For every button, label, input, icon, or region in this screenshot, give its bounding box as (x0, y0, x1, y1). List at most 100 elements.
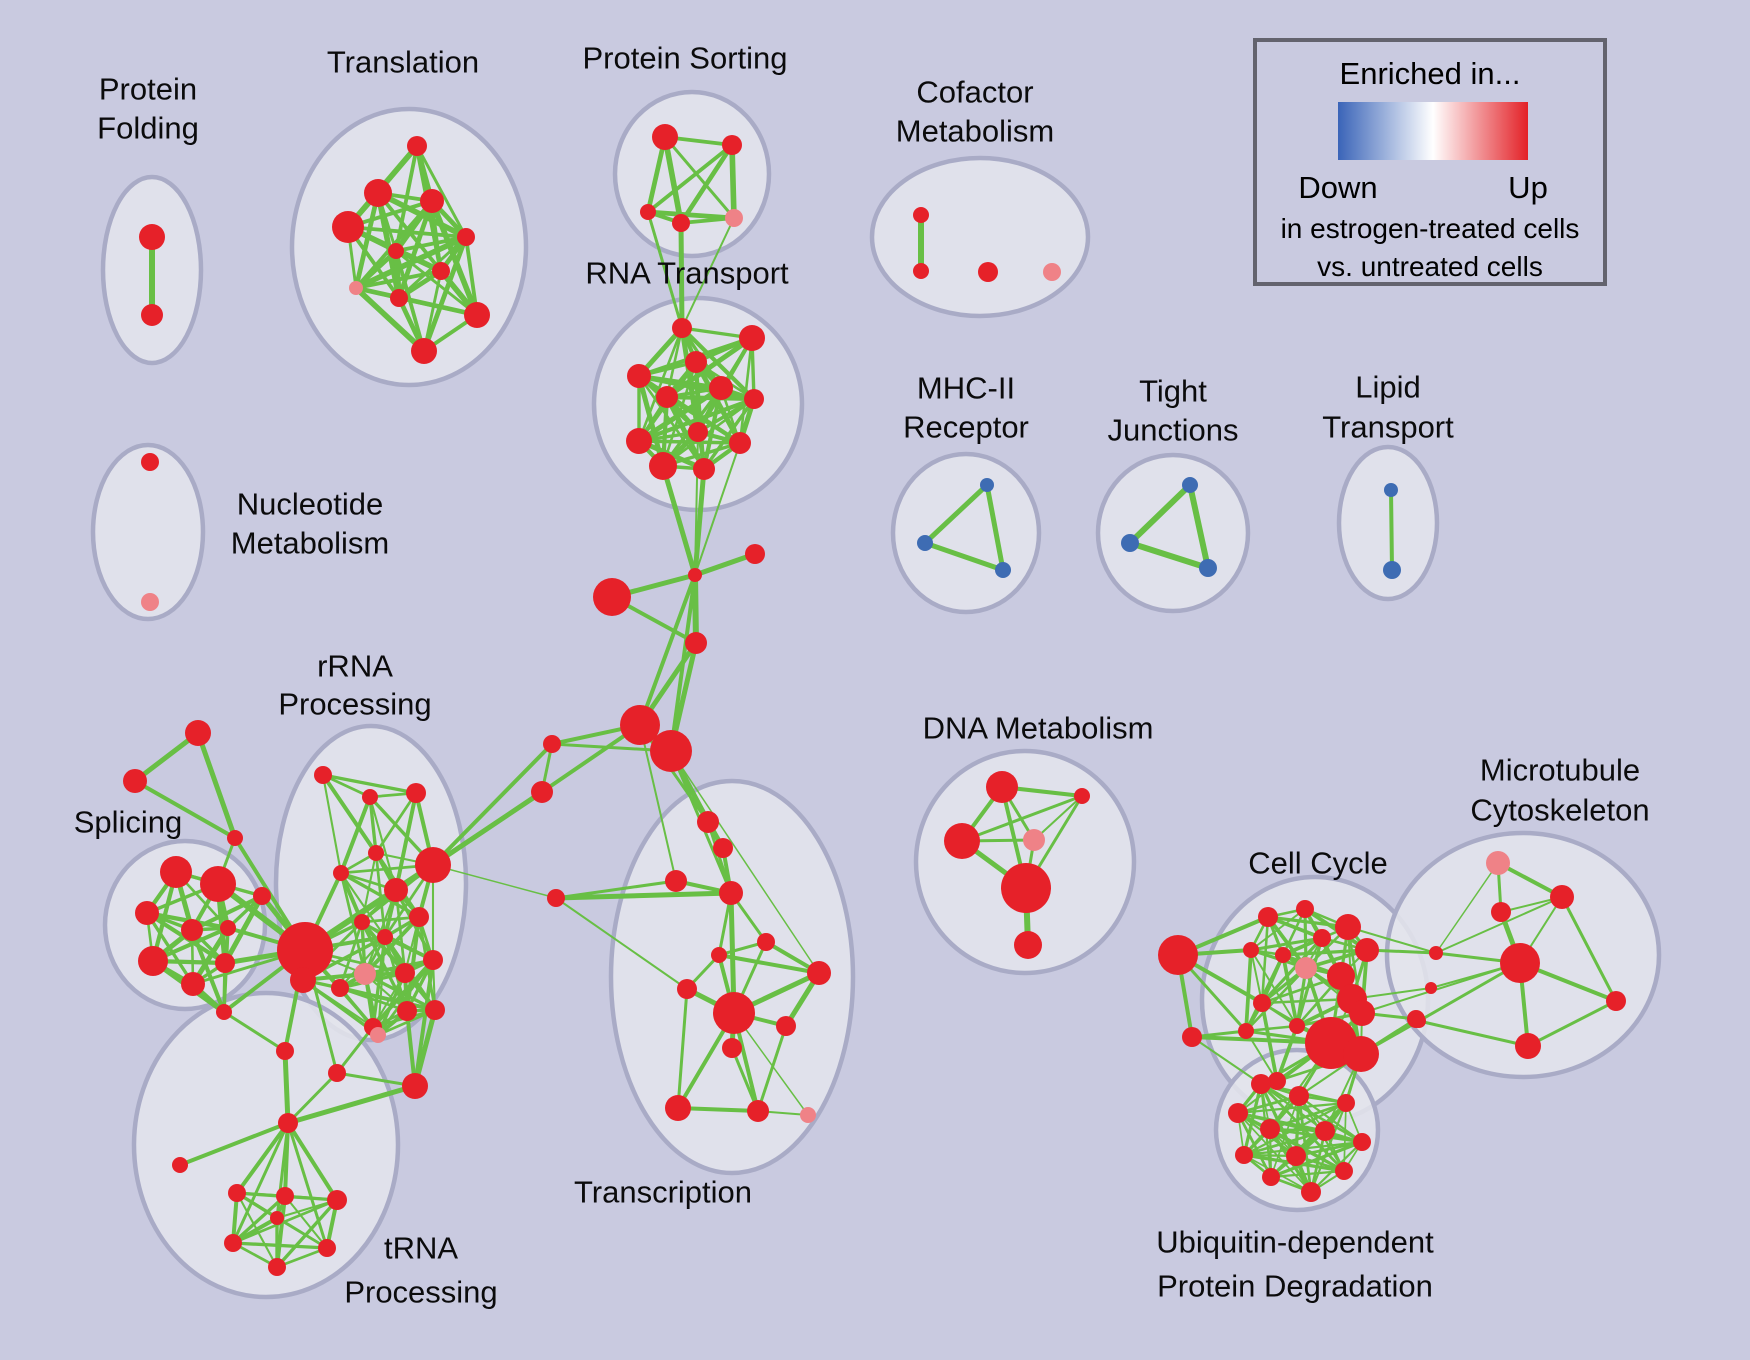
cluster-ellipse-dna-metabolism (913, 748, 1137, 976)
edge (1268, 1127, 1364, 1144)
node-cc2 (1182, 1027, 1202, 1047)
node-mt5 (1606, 991, 1626, 1011)
node-tr7 (432, 262, 450, 280)
node-tc9 (713, 992, 755, 1034)
node-ub8 (1235, 1146, 1253, 1164)
node-sp8 (181, 972, 205, 996)
node-ub10 (1262, 1168, 1280, 1186)
node-trn7 (224, 1234, 242, 1252)
node-hub1 (620, 705, 660, 745)
node-cc1 (1158, 935, 1198, 975)
cluster-ellipse-nucleotide-metabolism (90, 442, 206, 622)
edge (1389, 488, 1394, 572)
node-rr2 (362, 789, 378, 805)
node-rt7 (744, 389, 764, 409)
node-rr13 (423, 950, 443, 970)
edge (664, 335, 755, 400)
edge (1496, 861, 1564, 899)
edge (694, 442, 741, 576)
node-rr17 (425, 1000, 445, 1020)
node-ub1 (1251, 1074, 1271, 1094)
edge (286, 1071, 339, 1125)
edge (922, 540, 1006, 573)
cluster-label-cofactor-metabolism-line-2: Metabolism (896, 114, 1055, 149)
edge (681, 217, 735, 329)
edge (717, 953, 821, 975)
cluster-label-trna-processing-line-2: Processing (344, 1275, 497, 1310)
node-rr10 (377, 929, 393, 945)
node-ps4 (672, 214, 690, 232)
edge (275, 1216, 329, 1250)
node-rr5 (333, 865, 349, 881)
edge (636, 396, 757, 444)
node-cc4 (1296, 900, 1314, 918)
edge (335, 1071, 417, 1088)
edge (339, 871, 387, 939)
node-cn3 (1412, 1014, 1426, 1028)
edge (335, 1025, 375, 1075)
edge (286, 1121, 329, 1250)
edge (692, 551, 758, 578)
edge (1249, 936, 1324, 952)
node-dm4 (1023, 829, 1045, 851)
edge (1361, 962, 1521, 1014)
edge (1266, 915, 1350, 929)
legend-title: Enriched in... (1339, 56, 1521, 91)
node-spA (185, 720, 211, 746)
edge (421, 234, 469, 354)
node-mh1 (980, 478, 994, 492)
edge (646, 143, 734, 214)
cluster-label-tight-junctions-line-1: Tight (1139, 374, 1207, 409)
cluster-label-tight-junctions-line-2: Junctions (1108, 413, 1239, 448)
node-trn1 (276, 1042, 294, 1060)
node-dm2 (1074, 788, 1090, 804)
node-s3 (547, 889, 565, 907)
node-tc10 (722, 1038, 742, 1058)
edge (555, 897, 688, 990)
edge (275, 1198, 339, 1269)
node-spC (227, 830, 243, 846)
node-trn9 (318, 1239, 336, 1257)
node-cc11 (1327, 962, 1355, 990)
edge (235, 1121, 290, 1195)
edge (1242, 1129, 1327, 1157)
node-mt1 (1486, 851, 1510, 875)
node-ub9 (1286, 1146, 1306, 1166)
cluster-label-rrna-processing-line-1: rRNA (317, 649, 393, 684)
edge (1191, 1036, 1262, 1085)
edge (354, 269, 443, 290)
node-ub4 (1228, 1103, 1248, 1123)
node-sp5 (220, 920, 236, 936)
node-pf1 (139, 224, 165, 250)
edge (338, 958, 435, 990)
edge (678, 142, 735, 226)
legend-down-label: Down (1298, 170, 1378, 205)
node-tc13 (747, 1100, 769, 1122)
node-rt8 (688, 422, 708, 442)
edge (1127, 540, 1211, 571)
edge (321, 773, 418, 795)
node-rt10 (729, 432, 751, 454)
node-lt1 (1384, 483, 1398, 497)
node-m3 (745, 544, 765, 564)
node-cf3 (978, 262, 998, 282)
node-tc11 (776, 1016, 796, 1036)
node-cc9 (1275, 947, 1291, 963)
edge (394, 791, 418, 892)
edge (645, 209, 737, 221)
edge (321, 773, 378, 855)
edge (1435, 862, 1499, 954)
edge (661, 397, 756, 468)
node-rr0 (290, 967, 316, 993)
node-ub3 (1337, 1094, 1355, 1112)
node-tc5 (711, 947, 727, 963)
edge (339, 871, 367, 976)
node-sp4 (181, 919, 203, 941)
node-rr4 (368, 845, 384, 861)
cluster-labels-layer: Protein Folding Translation Protein Sorting… (74, 41, 1650, 1310)
node-rr18 (370, 1027, 386, 1043)
node-dm1 (986, 771, 1018, 803)
node-tr2 (364, 179, 392, 207)
